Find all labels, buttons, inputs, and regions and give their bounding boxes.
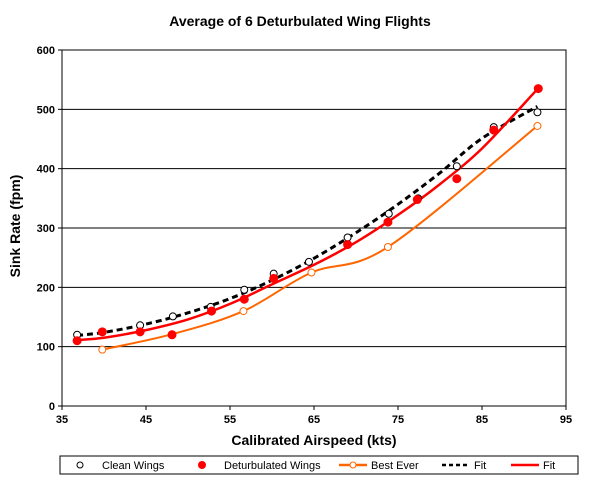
x-tick-label: 65: [308, 414, 320, 426]
series-line: [76, 105, 539, 337]
series-line: [76, 88, 539, 342]
legend-entry: Clean Wings: [76, 460, 165, 472]
data-point: [452, 162, 461, 171]
data-point: [304, 257, 313, 266]
y-tick-label: 100: [37, 342, 55, 354]
legend-label: Best Ever: [371, 460, 419, 472]
legend-label: Fit: [474, 460, 486, 472]
series-deturbulated-wings-1: [72, 84, 543, 346]
legend: Clean Wings Deturbulated Wings Best Ever Fi…: [59, 455, 579, 475]
data-point: [167, 330, 177, 340]
data-point: [533, 121, 542, 130]
x-tick-label: 45: [140, 414, 152, 426]
data-point: [383, 242, 392, 251]
data-point: [452, 174, 462, 184]
series-clean-wings-0: [73, 108, 542, 339]
y-tick-label: 600: [37, 45, 55, 57]
grid-lines: [62, 49, 566, 348]
legend-marker: [198, 461, 206, 469]
data-point: [489, 125, 499, 135]
series-line: [102, 125, 539, 351]
data-point: [72, 336, 82, 346]
y-tick-label: 200: [37, 282, 55, 294]
legend-entry: Fit: [511, 460, 555, 472]
legend-frame: [59, 455, 579, 475]
data-point: [97, 327, 107, 337]
data-point: [239, 294, 249, 304]
legend-label: Fit: [543, 460, 555, 472]
data-point: [269, 273, 279, 283]
x-axis-title: Calibrated Airspeed (kts): [231, 432, 396, 448]
data-point: [239, 307, 248, 316]
x-tick-label: 75: [392, 414, 404, 426]
x-tick-label: 85: [476, 414, 488, 426]
data-point: [168, 312, 177, 321]
y-tick-label: 500: [37, 104, 55, 116]
y-axis: 0 100 200 300 400 500 600: [37, 45, 62, 413]
y-tick-label: 400: [37, 164, 55, 176]
data-point: [412, 195, 422, 205]
series-fit-4: [76, 88, 539, 342]
data-point: [207, 306, 217, 316]
legend-label: Clean Wings: [102, 460, 165, 472]
legend-entry: Best Ever: [339, 460, 419, 472]
data-point: [343, 233, 352, 242]
x-tick-label: 35: [56, 414, 68, 426]
data-point: [383, 217, 393, 227]
x-tick-label: 55: [224, 414, 236, 426]
data-point: [98, 345, 107, 354]
legend-marker: [76, 461, 84, 469]
legend-entry: Deturbulated Wings: [198, 460, 321, 472]
data-point: [135, 327, 145, 337]
data-point: [533, 108, 542, 117]
x-tick-label: 95: [560, 414, 572, 426]
data-point: [533, 84, 543, 94]
legend-entry: Fit: [442, 460, 486, 472]
data-point: [384, 209, 393, 218]
series-fit-3: [76, 105, 539, 337]
chart-title: Average of 6 Deturbulated Wing Flights: [169, 13, 431, 29]
legend-marker: [349, 461, 357, 469]
y-axis-title: Sink Rate (fpm): [7, 175, 23, 278]
y-tick-label: 0: [49, 401, 55, 413]
x-axis: 35 45 55 65 75 85 95: [56, 406, 572, 426]
data-point: [343, 240, 353, 250]
legend-label: Deturbulated Wings: [224, 460, 321, 472]
data-point: [307, 268, 316, 277]
data-point: [240, 285, 249, 294]
y-tick-label: 300: [37, 223, 55, 235]
series-layer: [72, 84, 543, 354]
